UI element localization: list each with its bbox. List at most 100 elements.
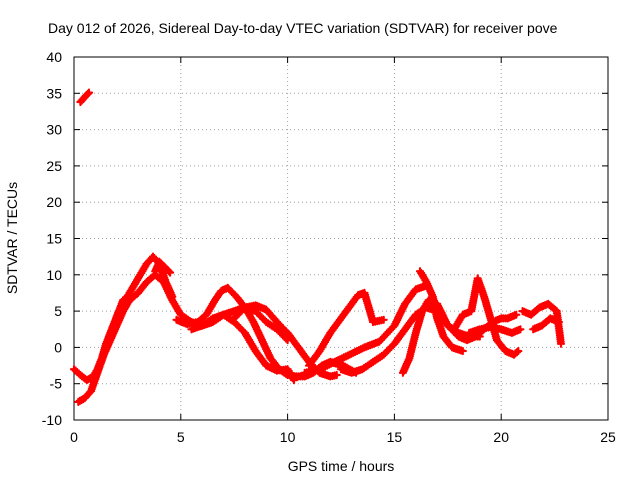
data-point — [461, 349, 464, 353]
series-trace-13 — [450, 274, 523, 359]
data-point — [115, 324, 118, 327]
series-trace-8 — [304, 288, 388, 370]
data-point — [363, 346, 366, 349]
data-point — [220, 289, 223, 292]
data-point — [465, 338, 469, 342]
y-tick-label: -10 — [42, 412, 62, 428]
data-point — [421, 309, 424, 313]
data-point — [303, 371, 306, 374]
data-point — [335, 373, 338, 377]
data-point — [226, 286, 229, 290]
data-point — [85, 93, 89, 97]
data-point — [401, 371, 405, 374]
data-point — [500, 328, 503, 331]
data-point — [222, 313, 225, 316]
data-point — [431, 295, 434, 298]
data-point — [519, 328, 522, 331]
data-series — [69, 88, 566, 406]
data-point — [139, 273, 142, 276]
data-point — [363, 291, 366, 295]
x-tick-label: 15 — [387, 429, 403, 445]
data-point — [435, 317, 439, 320]
x-tick-label: 20 — [493, 429, 509, 445]
data-point — [547, 302, 550, 305]
data-point — [128, 299, 131, 302]
data-point — [260, 338, 264, 342]
data-point — [489, 317, 492, 320]
series-trace-9 — [300, 281, 431, 377]
data-point — [510, 331, 514, 335]
data-point — [96, 371, 99, 374]
data-point — [403, 302, 407, 305]
data-point — [414, 331, 417, 335]
y-tick-label: 10 — [46, 267, 62, 283]
data-point — [329, 375, 332, 378]
data-point — [201, 324, 204, 327]
y-tick-label: 35 — [46, 85, 62, 101]
data-point — [190, 328, 193, 331]
data-point — [348, 353, 351, 356]
data-point — [382, 318, 385, 321]
data-point — [339, 317, 343, 320]
data-point — [211, 317, 214, 320]
series-trace-16 — [529, 314, 563, 334]
x-tick-label: 25 — [600, 429, 616, 445]
data-point — [265, 308, 268, 311]
data-point — [529, 313, 533, 316]
data-point — [382, 353, 385, 356]
data-point — [109, 338, 112, 342]
x-tick-label: 5 — [177, 429, 185, 445]
data-point — [275, 320, 279, 324]
series-trace-1 — [76, 88, 94, 107]
data-point — [121, 309, 125, 313]
y-tick-label: 30 — [46, 122, 62, 138]
data-point — [504, 349, 507, 353]
data-point — [275, 369, 279, 372]
data-point — [269, 357, 272, 360]
data-point — [132, 284, 135, 287]
data-point — [85, 378, 89, 382]
data-point — [158, 260, 161, 263]
data-point — [559, 342, 563, 345]
data-point — [243, 331, 247, 335]
data-point — [154, 270, 157, 273]
data-point — [446, 324, 449, 327]
data-point — [478, 328, 481, 331]
series-trace-6 — [187, 310, 299, 385]
data-point — [474, 335, 477, 338]
data-point — [318, 368, 321, 371]
data-point — [254, 304, 257, 307]
data-point — [557, 320, 561, 324]
y-tick-labels: -10 -5 0 5 10 15 20 25 30 35 40 — [42, 49, 62, 428]
data-point — [196, 320, 200, 324]
data-point — [175, 318, 178, 321]
data-point — [145, 280, 148, 284]
y-tick-label: 15 — [46, 231, 62, 247]
data-point — [350, 302, 353, 305]
data-point — [540, 324, 543, 327]
data-point — [275, 328, 279, 331]
data-point — [356, 293, 360, 297]
data-point — [361, 368, 364, 371]
series-trace-12 — [415, 267, 467, 356]
data-point — [292, 378, 296, 382]
axis-ticks — [73, 56, 609, 421]
data-point — [286, 338, 289, 342]
data-point — [235, 295, 238, 298]
data-point — [371, 320, 375, 324]
data-point — [371, 360, 375, 364]
series-trace-4 — [151, 257, 175, 277]
y-axis-label: SDTVAR / TECUs — [4, 182, 20, 294]
chart-title: Day 012 of 2026, Sidereal Day-to-day VTE… — [48, 20, 558, 36]
y-tick-label: 5 — [54, 303, 62, 319]
data-point — [453, 328, 456, 331]
data-point — [265, 320, 268, 324]
data-point — [82, 97, 85, 100]
data-point — [470, 309, 473, 313]
data-point — [254, 309, 257, 313]
data-point — [482, 295, 486, 298]
data-point — [162, 264, 165, 268]
data-point — [145, 262, 148, 266]
data-point — [307, 364, 311, 367]
